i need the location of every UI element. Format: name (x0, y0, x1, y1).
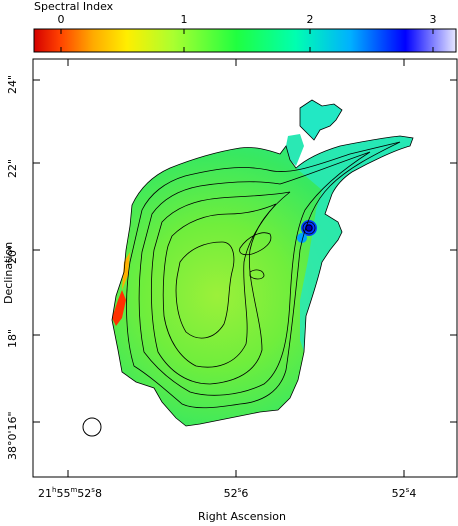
contours (111, 99, 414, 427)
colorbar-title: Spectral Index (34, 0, 114, 13)
xtick-2: 52s4 (391, 486, 417, 500)
y-axis-title: Declination (2, 241, 15, 304)
colorbar-gradient (33, 28, 457, 53)
beam-ellipse (82, 417, 102, 437)
xtick-1: 52s6 (223, 486, 249, 500)
ytick-24: 24" (6, 74, 19, 94)
colorbar (33, 28, 457, 53)
emission-region (112, 100, 413, 426)
ytick-18: 18" (6, 328, 19, 348)
xtick-0: 21h55m52s8 (38, 486, 102, 500)
x-axis-title: Right Ascension (198, 510, 286, 523)
colorbar-tick-0: 0 (57, 13, 65, 26)
colorbar-tick-2: 2 (306, 13, 314, 26)
colorbar-tick-1: 1 (180, 13, 188, 26)
colorbar-tick-3: 3 (429, 13, 437, 26)
ytick-22: 22" (6, 158, 19, 178)
ytick-16: 38°0'16" (6, 411, 19, 460)
